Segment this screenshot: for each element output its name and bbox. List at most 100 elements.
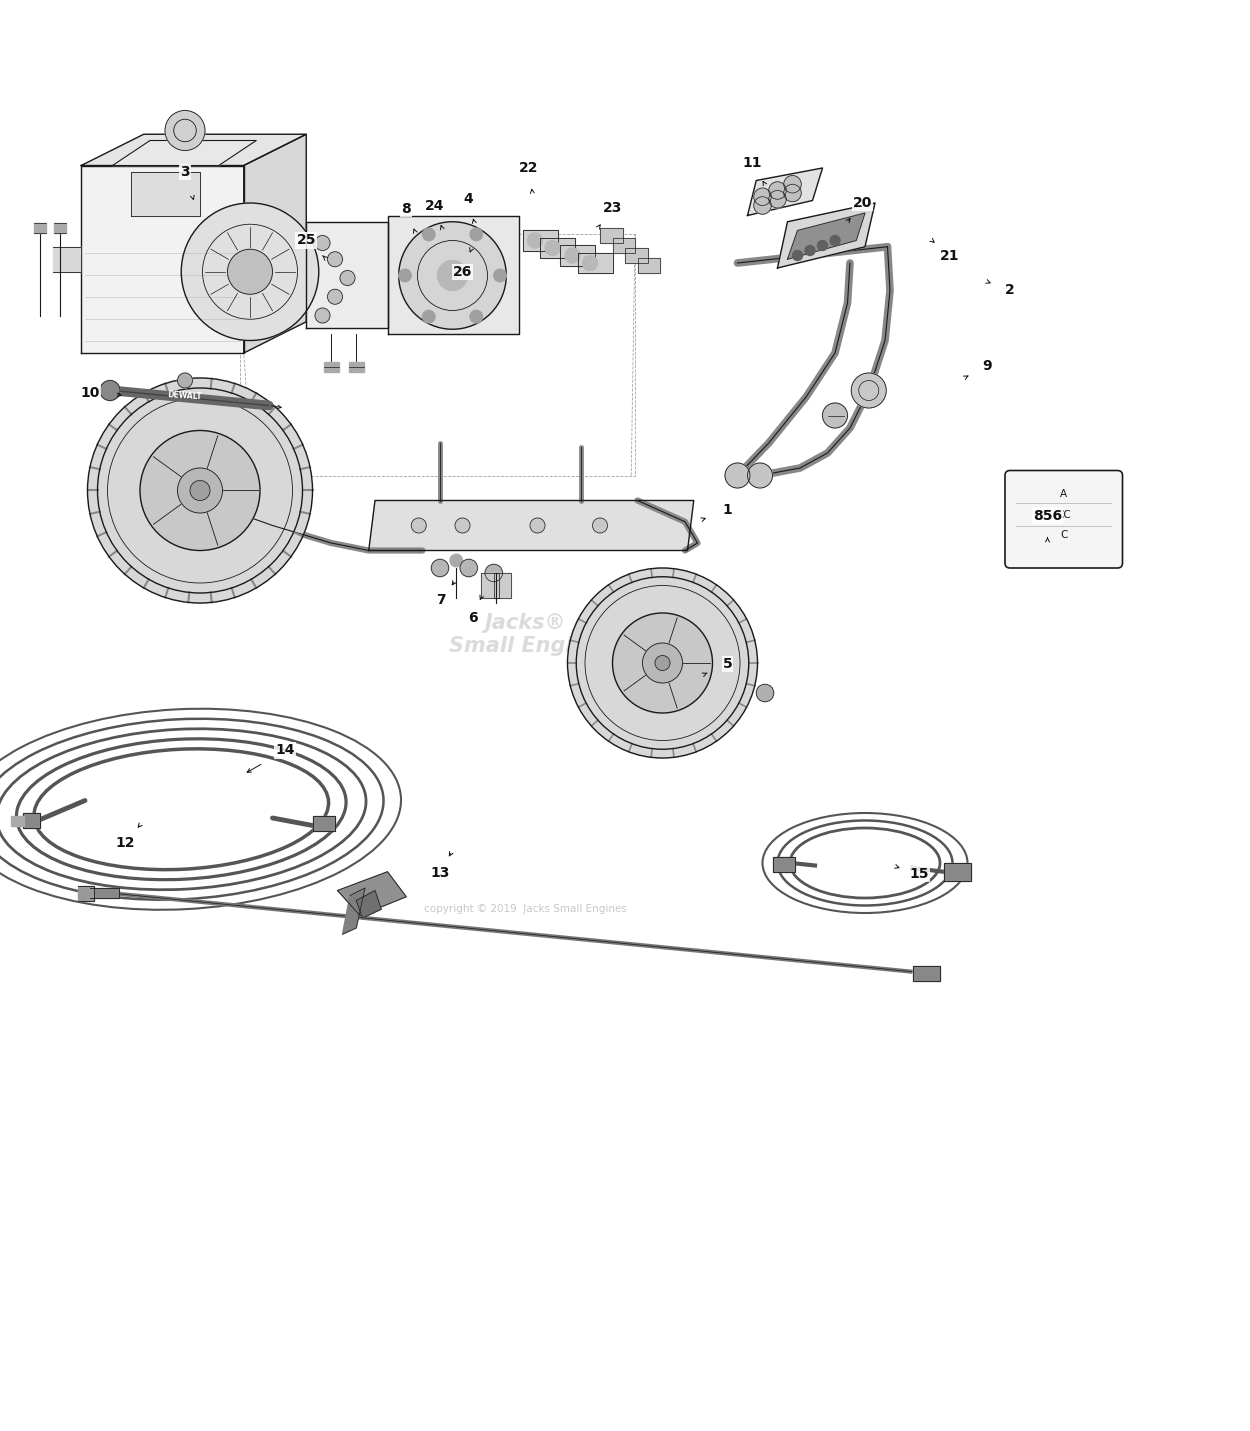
Bar [600, 228, 622, 243]
Circle shape [494, 269, 506, 282]
Text: 26: 26 [452, 265, 472, 279]
Text: copyright © 2019  Jacks Small Engines: copyright © 2019 Jacks Small Engines [424, 904, 626, 914]
Circle shape [754, 187, 771, 206]
Circle shape [851, 373, 886, 408]
Circle shape [450, 554, 462, 567]
Circle shape [582, 256, 598, 270]
Circle shape [181, 203, 319, 341]
Bar [625, 248, 648, 263]
Polygon shape [778, 203, 875, 268]
Bar [772, 857, 795, 871]
Circle shape [431, 560, 449, 577]
Text: 11: 11 [742, 156, 762, 170]
Bar [944, 863, 971, 880]
Circle shape [769, 190, 786, 207]
Text: 856: 856 [1032, 508, 1062, 522]
Bar [494, 572, 511, 598]
Circle shape [769, 182, 786, 199]
Polygon shape [306, 222, 388, 328]
FancyBboxPatch shape [1005, 471, 1122, 568]
Circle shape [470, 228, 482, 240]
Circle shape [528, 233, 542, 248]
Circle shape [88, 378, 312, 602]
FancyArrowPatch shape [271, 405, 281, 409]
Text: 9: 9 [982, 359, 992, 372]
Polygon shape [81, 166, 244, 353]
Circle shape [748, 464, 772, 488]
Circle shape [165, 110, 205, 150]
Circle shape [140, 431, 260, 551]
Text: 2: 2 [1005, 283, 1015, 298]
Circle shape [399, 222, 506, 329]
Circle shape [177, 468, 222, 512]
Text: C: C [1060, 531, 1068, 541]
Polygon shape [369, 501, 694, 551]
Bar [638, 258, 660, 273]
Text: 10: 10 [80, 386, 100, 401]
Bar [578, 253, 612, 273]
Text: Jacks®
Small Engine: Jacks® Small Engine [449, 612, 601, 655]
Circle shape [190, 481, 210, 501]
Text: 23: 23 [602, 200, 622, 215]
Circle shape [756, 684, 774, 701]
Bar [612, 238, 635, 253]
Circle shape [315, 308, 330, 323]
Bar [54, 223, 66, 233]
Bar [522, 230, 558, 250]
Text: 6: 6 [468, 611, 478, 625]
Circle shape [725, 464, 750, 488]
Polygon shape [748, 167, 823, 216]
Circle shape [485, 564, 502, 582]
Text: 12: 12 [115, 836, 135, 850]
Text: DEWALT: DEWALT [168, 389, 202, 401]
Bar [522, 230, 558, 250]
Circle shape [592, 518, 608, 532]
Polygon shape [52, 246, 81, 272]
Circle shape [805, 246, 815, 256]
Bar [349, 362, 364, 372]
Bar [22, 813, 40, 829]
Circle shape [455, 518, 470, 532]
Bar [560, 246, 595, 266]
Circle shape [822, 404, 848, 428]
Bar [772, 857, 795, 871]
Polygon shape [342, 889, 365, 934]
Bar [481, 572, 499, 598]
Bar [625, 248, 648, 263]
Bar [540, 238, 575, 258]
Bar [481, 572, 499, 598]
Circle shape [530, 518, 545, 532]
Text: 4: 4 [464, 192, 474, 206]
Circle shape [315, 236, 330, 250]
Text: 14: 14 [275, 744, 295, 757]
Circle shape [784, 176, 801, 193]
Bar [612, 238, 635, 253]
Bar [540, 238, 575, 258]
Polygon shape [131, 172, 200, 216]
Circle shape [228, 249, 272, 295]
Circle shape [655, 655, 670, 671]
Bar [560, 246, 595, 266]
Bar [600, 228, 622, 243]
Text: 5: 5 [722, 657, 732, 671]
Text: 3: 3 [180, 165, 190, 179]
Circle shape [565, 248, 580, 263]
Bar [912, 966, 940, 980]
Text: CC: CC [1056, 511, 1071, 521]
Polygon shape [388, 216, 519, 335]
Text: 24: 24 [425, 199, 445, 212]
Bar [494, 572, 511, 598]
Polygon shape [788, 213, 865, 259]
Circle shape [460, 560, 478, 577]
Bar [312, 816, 335, 830]
Text: 8: 8 [401, 202, 411, 216]
Text: 13: 13 [430, 866, 450, 880]
Bar [34, 223, 46, 233]
Text: 25: 25 [296, 233, 316, 248]
Polygon shape [356, 890, 381, 919]
Polygon shape [338, 871, 406, 916]
Circle shape [754, 196, 771, 215]
Circle shape [830, 236, 840, 246]
Text: 7: 7 [436, 594, 446, 608]
Bar [22, 813, 40, 829]
